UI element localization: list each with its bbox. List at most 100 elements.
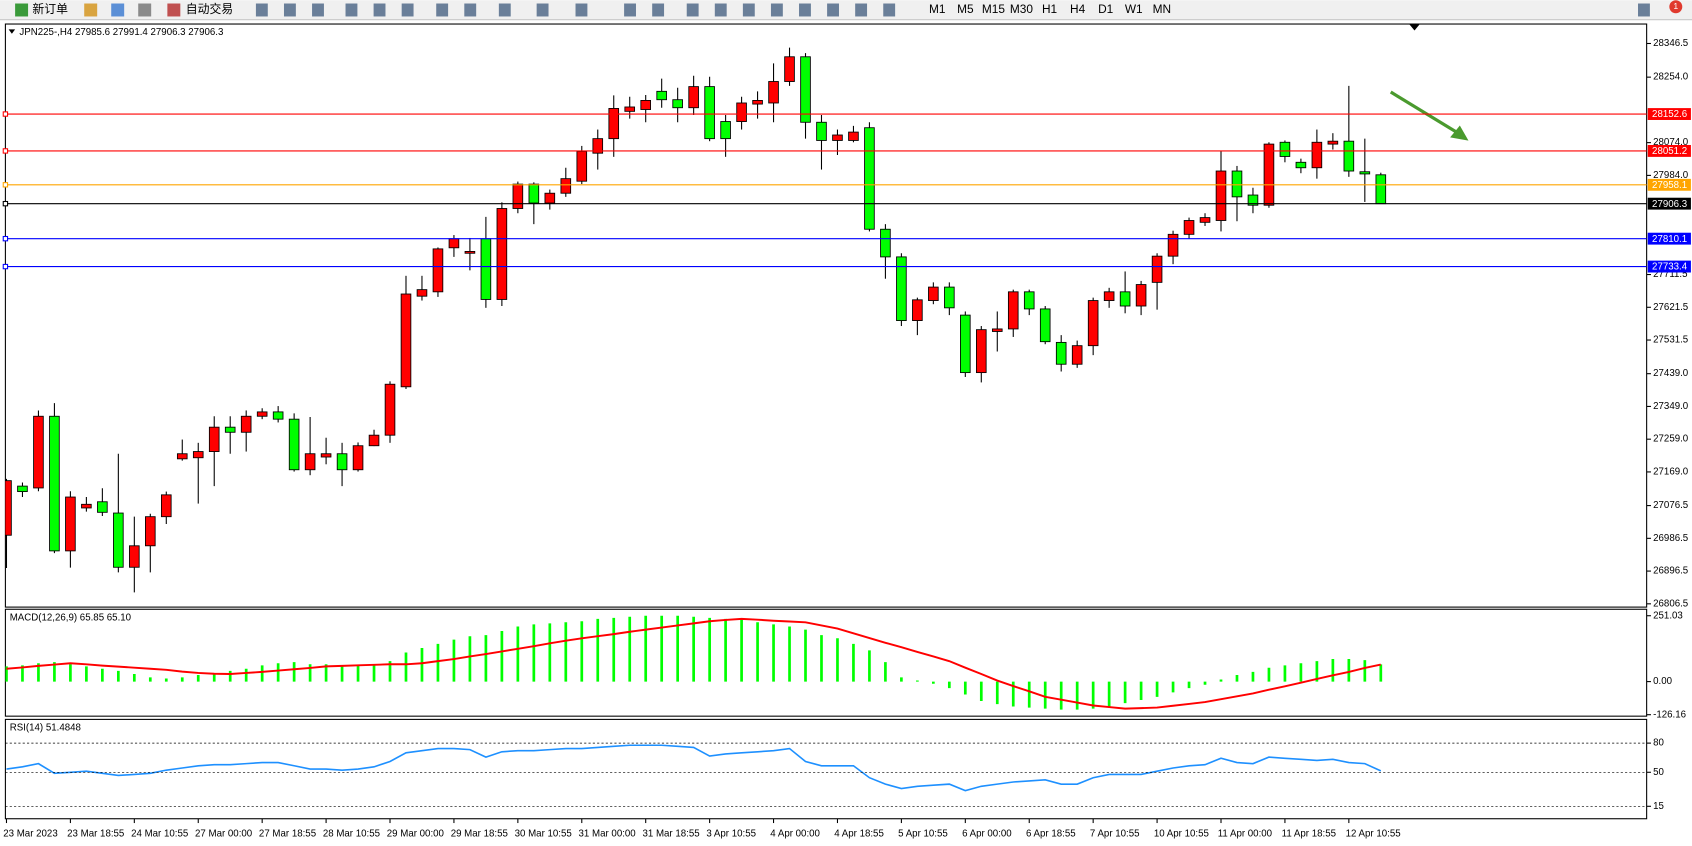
- timeframe-button[interactable]: W1: [1125, 2, 1143, 16]
- level-label: 28152.6: [1652, 109, 1687, 120]
- candle-body: [912, 299, 923, 321]
- timeframe-button[interactable]: M15: [982, 2, 1005, 16]
- tool-icon[interactable]: [436, 3, 449, 17]
- candle-body: [352, 445, 364, 471]
- tool-icon[interactable]: [498, 3, 511, 17]
- candle-body: [688, 86, 699, 109]
- new-order-icon[interactable]: [15, 3, 29, 17]
- candle-body: [800, 56, 811, 123]
- tool-icon[interactable]: [855, 3, 868, 17]
- candle-body: [704, 86, 715, 140]
- x-tick-label: 6 Apr 00:00: [962, 828, 1012, 839]
- level-label-bg: [1647, 108, 1691, 120]
- candle-body: [1231, 170, 1243, 198]
- candle-body: [1039, 308, 1051, 343]
- tool-icon[interactable]: [714, 3, 727, 17]
- tool-icon[interactable]: [312, 3, 324, 17]
- tool-icon[interactable]: [536, 3, 549, 17]
- tool-icon[interactable]: [827, 3, 839, 17]
- auto-trading-button[interactable]: 自动交易: [186, 2, 233, 16]
- timeframe-button[interactable]: M5: [957, 2, 974, 16]
- search-icon[interactable]: [1638, 3, 1650, 17]
- candle-body: [416, 289, 428, 297]
- chart-tools: [255, 3, 1650, 17]
- y-tick-label: 251.03: [1653, 610, 1683, 621]
- candle-body: [960, 314, 971, 374]
- tool-icon[interactable]: [255, 3, 268, 17]
- candle-body: [640, 100, 651, 110]
- timeframe-button[interactable]: MN: [1153, 2, 1171, 16]
- tool-icon[interactable]: [799, 3, 811, 17]
- candle-body: [736, 102, 747, 122]
- y-tick-label: 27076.5: [1653, 500, 1688, 511]
- candle-body: [224, 426, 236, 433]
- axes: JPN225-,H4 27985.6 27991.4 27906.3 27906…: [2, 27, 1691, 839]
- candle-body: [1007, 291, 1019, 330]
- y-tick-label: 50: [1653, 767, 1664, 778]
- x-tick-label: 29 Mar 00:00: [387, 828, 445, 839]
- x-tick-label: 12 Apr 10:55: [1346, 828, 1401, 839]
- tool-icon[interactable]: [686, 3, 699, 17]
- y-tick-label: 28346.5: [1653, 38, 1688, 49]
- x-tick-label: 28 Mar 10:55: [323, 828, 380, 839]
- level-label: 27733.4: [1652, 262, 1688, 273]
- x-tick-label: 11 Apr 18:55: [1282, 828, 1336, 839]
- timeframe-button[interactable]: M30: [1010, 2, 1033, 16]
- candle-body: [576, 150, 588, 182]
- candle-body: [528, 183, 540, 204]
- candle-body: [672, 99, 683, 109]
- candle-body: [1247, 194, 1259, 206]
- panel-title: MACD(12,26,9) 65.85 65.10: [10, 612, 132, 623]
- candle-body: [368, 434, 380, 447]
- level-label-bg: [1647, 178, 1691, 191]
- y-tick-label: 27349.0: [1653, 401, 1689, 412]
- y-tick-label: 80: [1653, 738, 1664, 749]
- candle-body: [1343, 140, 1355, 172]
- toolbar-icon[interactable]: [111, 3, 125, 17]
- candle-body: [656, 90, 667, 101]
- timeframe-button[interactable]: H1: [1042, 2, 1058, 16]
- auto-trading-icon[interactable]: [167, 3, 181, 17]
- timeframe-button[interactable]: D1: [1098, 2, 1114, 16]
- x-tick-label: 3 Apr 10:55: [706, 828, 756, 839]
- candle-body: [1023, 291, 1035, 310]
- candle-body: [464, 251, 476, 254]
- candle-body: [880, 228, 891, 258]
- candle-body: [592, 138, 604, 154]
- timeframe-button[interactable]: H4: [1070, 2, 1086, 16]
- tool-icon[interactable]: [283, 3, 296, 17]
- candle-body: [288, 418, 300, 471]
- x-tick-label: 6 Apr 18:55: [1026, 828, 1076, 839]
- tool-icon[interactable]: [373, 3, 386, 17]
- tool-icon[interactable]: [345, 3, 358, 17]
- candle-body: [81, 503, 92, 509]
- level-label: 27958.1: [1652, 180, 1687, 191]
- candle-body: [1311, 141, 1323, 169]
- timeframe-button[interactable]: M1: [929, 2, 946, 16]
- level-label: 28051.2: [1652, 146, 1687, 157]
- tool-icon[interactable]: [401, 3, 414, 17]
- panel-title: RSI(14) 51.4848: [10, 723, 81, 734]
- toolbar-icon[interactable]: [138, 3, 152, 17]
- candle-body: [784, 56, 795, 82]
- tool-icon[interactable]: [624, 3, 636, 17]
- new-order-button[interactable]: 新订单: [32, 2, 68, 16]
- tool-icon[interactable]: [652, 3, 665, 17]
- macd-plot: [5, 615, 1383, 710]
- x-tick-label: 29 Mar 18:55: [451, 828, 508, 839]
- signal-line: [6, 617, 1382, 710]
- x-tick-label: 23 Mar 2023: [3, 828, 57, 839]
- tool-icon[interactable]: [770, 3, 783, 17]
- price-plot: [5, 47, 1387, 593]
- tool-icon[interactable]: [742, 3, 755, 17]
- notification-badge[interactable]: [1669, 0, 1683, 14]
- candle-body: [400, 293, 412, 388]
- tool-icon[interactable]: [464, 3, 477, 17]
- candle-body: [1071, 345, 1083, 365]
- tool-icon[interactable]: [883, 3, 896, 17]
- toolbar-icon[interactable]: [84, 3, 98, 17]
- y-tick-label: -126.16: [1653, 709, 1686, 720]
- y-tick-label: 27259.0: [1653, 434, 1689, 445]
- tool-icon[interactable]: [575, 3, 588, 17]
